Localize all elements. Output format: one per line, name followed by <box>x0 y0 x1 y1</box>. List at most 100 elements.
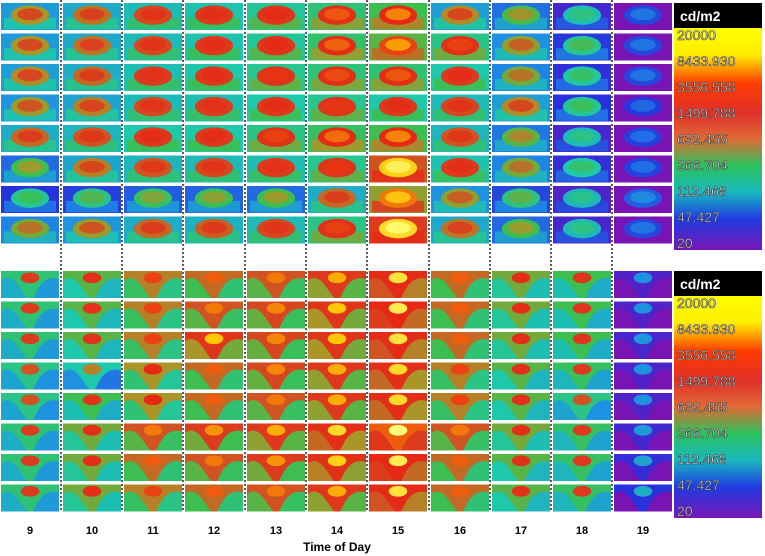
heatmap-cell <box>553 301 611 329</box>
heatmap-cell <box>124 423 182 451</box>
heatmap-cell <box>308 484 366 512</box>
heatmap-cell <box>431 33 489 61</box>
legend-scale-label: 20 <box>677 235 693 251</box>
heatmap-cell <box>63 484 121 512</box>
heatmap-cell <box>1 271 59 298</box>
heatmap-cell <box>492 484 550 512</box>
heatmap-cell <box>614 64 672 91</box>
heatmap-cell <box>1 332 59 359</box>
heatmap-cell <box>431 362 489 390</box>
heatmap-cell <box>553 423 611 451</box>
heatmap-cell <box>614 454 672 481</box>
heatmap-cell <box>308 423 366 451</box>
heatmap-cell <box>369 423 427 451</box>
heatmap-cell <box>308 33 366 61</box>
heatmap-cell <box>185 3 243 30</box>
legend-scale-label: 632.455 <box>677 399 728 415</box>
heatmap-cell <box>431 64 489 91</box>
heatmap-cell <box>492 125 550 152</box>
heatmap-cell <box>1 216 59 244</box>
heatmap-cell <box>369 3 427 30</box>
heatmap-cell <box>308 332 366 359</box>
heatmap-cell <box>492 186 550 213</box>
heatmap-cell <box>492 423 550 451</box>
x-tick-label: 17 <box>515 525 527 537</box>
heatmap-cell <box>247 454 305 481</box>
heatmap-cell <box>614 271 672 298</box>
heatmap-cell <box>431 393 489 420</box>
color-scale-legend: cd/m2 20000 8433.930 3556.558 1499.788 632.45… <box>674 3 762 251</box>
heatmap-cell <box>1 393 59 420</box>
heatmap-cell <box>431 423 489 451</box>
heatmap-cell <box>492 216 550 244</box>
legend-scale-label: 3556.558 <box>677 347 736 363</box>
heatmap-cell <box>1 155 59 183</box>
heatmap-cell <box>614 216 672 244</box>
heatmap-cell <box>614 186 672 213</box>
heatmap-cell <box>63 423 121 451</box>
heatmap-cell <box>63 454 121 481</box>
x-tick-labels: 9 10 11 12 13 14 15 16 17 18 19 <box>27 525 649 537</box>
heatmap-cell <box>63 3 121 30</box>
legend-scale-label: 47.427 <box>677 477 720 493</box>
heatmap-cell <box>63 186 121 213</box>
heatmap-cell <box>431 155 489 183</box>
heatmap-cell <box>63 393 121 420</box>
heatmap-cell <box>492 301 550 329</box>
heatmap-cell <box>124 64 182 91</box>
x-axis-title: Time of Day <box>303 540 371 554</box>
heatmap-cell <box>185 155 243 183</box>
heatmap-cell <box>431 332 489 359</box>
heatmap-cell <box>63 94 121 122</box>
heatmap-cell <box>492 64 550 91</box>
heatmap-cell <box>1 423 59 451</box>
x-tick-label: 9 <box>27 525 33 537</box>
heatmap-cell <box>308 125 366 152</box>
heatmap-cell <box>124 332 182 359</box>
heatmap-cell <box>614 423 672 451</box>
heatmap-cell <box>369 125 427 152</box>
heatmap-cell <box>369 155 427 183</box>
heatmap-cell <box>1 301 59 329</box>
heatmap-cell <box>492 454 550 481</box>
heatmap-cell <box>185 216 243 244</box>
heatmap-cell <box>553 33 611 61</box>
heatmap-cell <box>124 216 182 244</box>
heatmap-cell <box>369 33 427 61</box>
column-separators <box>60 0 613 512</box>
heatmap-cell <box>247 186 305 213</box>
heatmap-cell <box>124 301 182 329</box>
heatmap-cell <box>124 33 182 61</box>
x-tick-label: 19 <box>637 525 649 537</box>
heatmap-cell <box>308 3 366 30</box>
heatmap-cell <box>124 125 182 152</box>
heatmap-cell <box>431 216 489 244</box>
legend-scale-label: 112.468 <box>677 451 727 467</box>
heatmap-cell <box>247 271 305 298</box>
heatmap-cell <box>614 362 672 390</box>
heatmap-cell <box>614 33 672 61</box>
heatmap-cell <box>553 186 611 213</box>
x-tick-label: 12 <box>208 525 220 537</box>
heatmap-cell <box>492 3 550 30</box>
heatmap-cell <box>63 64 121 91</box>
legend-scale-label: 47.427 <box>677 209 720 225</box>
heatmap-cell <box>1 125 59 152</box>
legend-scale-label: 112.468 <box>677 183 727 199</box>
heatmap-cell <box>431 271 489 298</box>
heatmap-cell <box>553 64 611 91</box>
heatmap-cell <box>308 301 366 329</box>
heatmap-cell <box>185 484 243 512</box>
heatmap-cell <box>553 393 611 420</box>
heatmap-cell <box>553 454 611 481</box>
heatmap-cell <box>247 125 305 152</box>
x-tick-label: 10 <box>86 525 98 537</box>
heatmap-cell <box>247 484 305 512</box>
heatmap-cell <box>124 186 182 213</box>
heatmap-cell <box>124 454 182 481</box>
heatmap-cell <box>492 393 550 420</box>
heatmap-cell <box>185 94 243 122</box>
heatmap-cell <box>369 332 427 359</box>
legend-scale-label: 8433.930 <box>677 53 736 69</box>
